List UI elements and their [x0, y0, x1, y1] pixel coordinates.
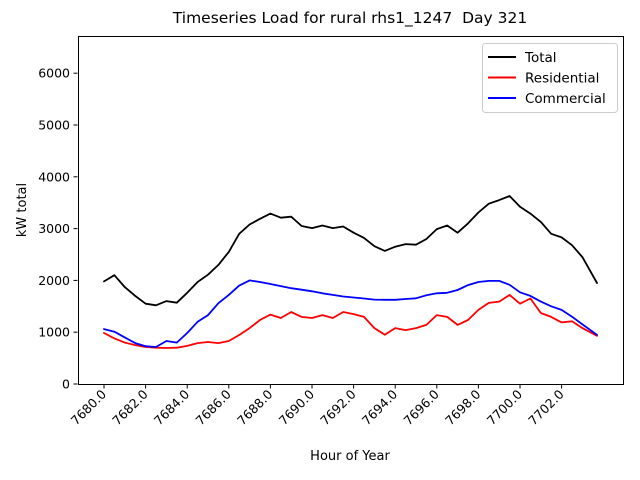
legend-label-total: Total: [524, 50, 557, 66]
plot-lines: [103, 195, 598, 349]
plot-area: [78, 36, 624, 385]
x-axis-ticks: 7680.0 7682.0 7684.0 7686.0 7688.0 7690.0 7692…: [68, 384, 567, 428]
y-axis-ticks: 0 1000 2000 3000 4000 5000 6000: [38, 66, 78, 392]
legend: Total Residential Commercial: [482, 43, 618, 113]
total-line: [103, 195, 598, 307]
y-tick-label: 1000: [38, 325, 70, 340]
y-tick-label: 0: [62, 377, 70, 392]
x-tick-label: 7700.0: [484, 386, 526, 428]
legend-label-residential: Residential: [525, 70, 599, 86]
x-tick-label: 7680.0: [68, 386, 110, 428]
x-tick-label: 7684.0: [151, 386, 193, 428]
residential-line: [103, 293, 598, 349]
y-tick-label: 4000: [38, 169, 70, 184]
x-tick-label: 7682.0: [109, 386, 151, 428]
x-tick-label: 7698.0: [442, 386, 484, 428]
legend-box: [482, 43, 618, 113]
y-tick-label: 5000: [38, 118, 70, 133]
x-tick-label: 7692.0: [317, 386, 359, 428]
x-tick-label: 7690.0: [276, 386, 318, 428]
x-tick-label: 7694.0: [359, 386, 401, 428]
x-tick-label: 7702.0: [525, 386, 567, 428]
x-axis-label: Hour of Year: [310, 449, 390, 464]
chart-title: Timeseries Load for rural rhs1_1247 Day …: [172, 9, 527, 28]
x-tick-label: 7696.0: [400, 386, 442, 428]
y-tick-label: 2000: [38, 273, 70, 288]
x-tick-label: 7688.0: [234, 386, 276, 428]
x-tick-label: 7686.0: [192, 386, 234, 428]
commercial-line: [103, 279, 598, 348]
y-tick-label: 6000: [38, 66, 70, 81]
legend-label-commercial: Commercial: [525, 91, 606, 107]
y-tick-label: 3000: [38, 221, 70, 236]
y-axis-label: kW total: [15, 183, 30, 237]
